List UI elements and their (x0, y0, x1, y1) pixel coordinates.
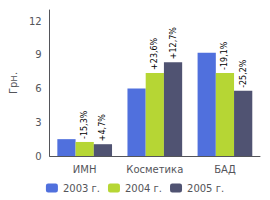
svg-text:3: 3 (35, 117, 41, 128)
svg-text:+23,6%: +23,6% (150, 37, 159, 70)
svg-text:Грн.: Грн. (8, 72, 19, 94)
svg-text:12: 12 (29, 16, 42, 27)
svg-text:2004 г.: 2004 г. (125, 183, 162, 194)
svg-text:2003 г.: 2003 г. (63, 183, 100, 194)
svg-text:+4,7%: +4,7% (98, 114, 107, 141)
svg-text:ИМН: ИМН (73, 164, 97, 175)
svg-text:+12,7%: +12,7% (169, 27, 178, 60)
svg-text:-25,2%: -25,2% (239, 59, 248, 88)
svg-text:-19,1%: -19,1% (220, 41, 229, 70)
svg-text:БАД: БАД (214, 164, 236, 175)
svg-text:9: 9 (35, 49, 41, 60)
svg-text:0: 0 (35, 151, 41, 162)
svg-text:Косметика: Косметика (126, 164, 183, 175)
svg-text:6: 6 (35, 83, 41, 94)
svg-text:2005 г.: 2005 г. (187, 183, 224, 194)
svg-text:-15,3%: -15,3% (80, 110, 89, 139)
